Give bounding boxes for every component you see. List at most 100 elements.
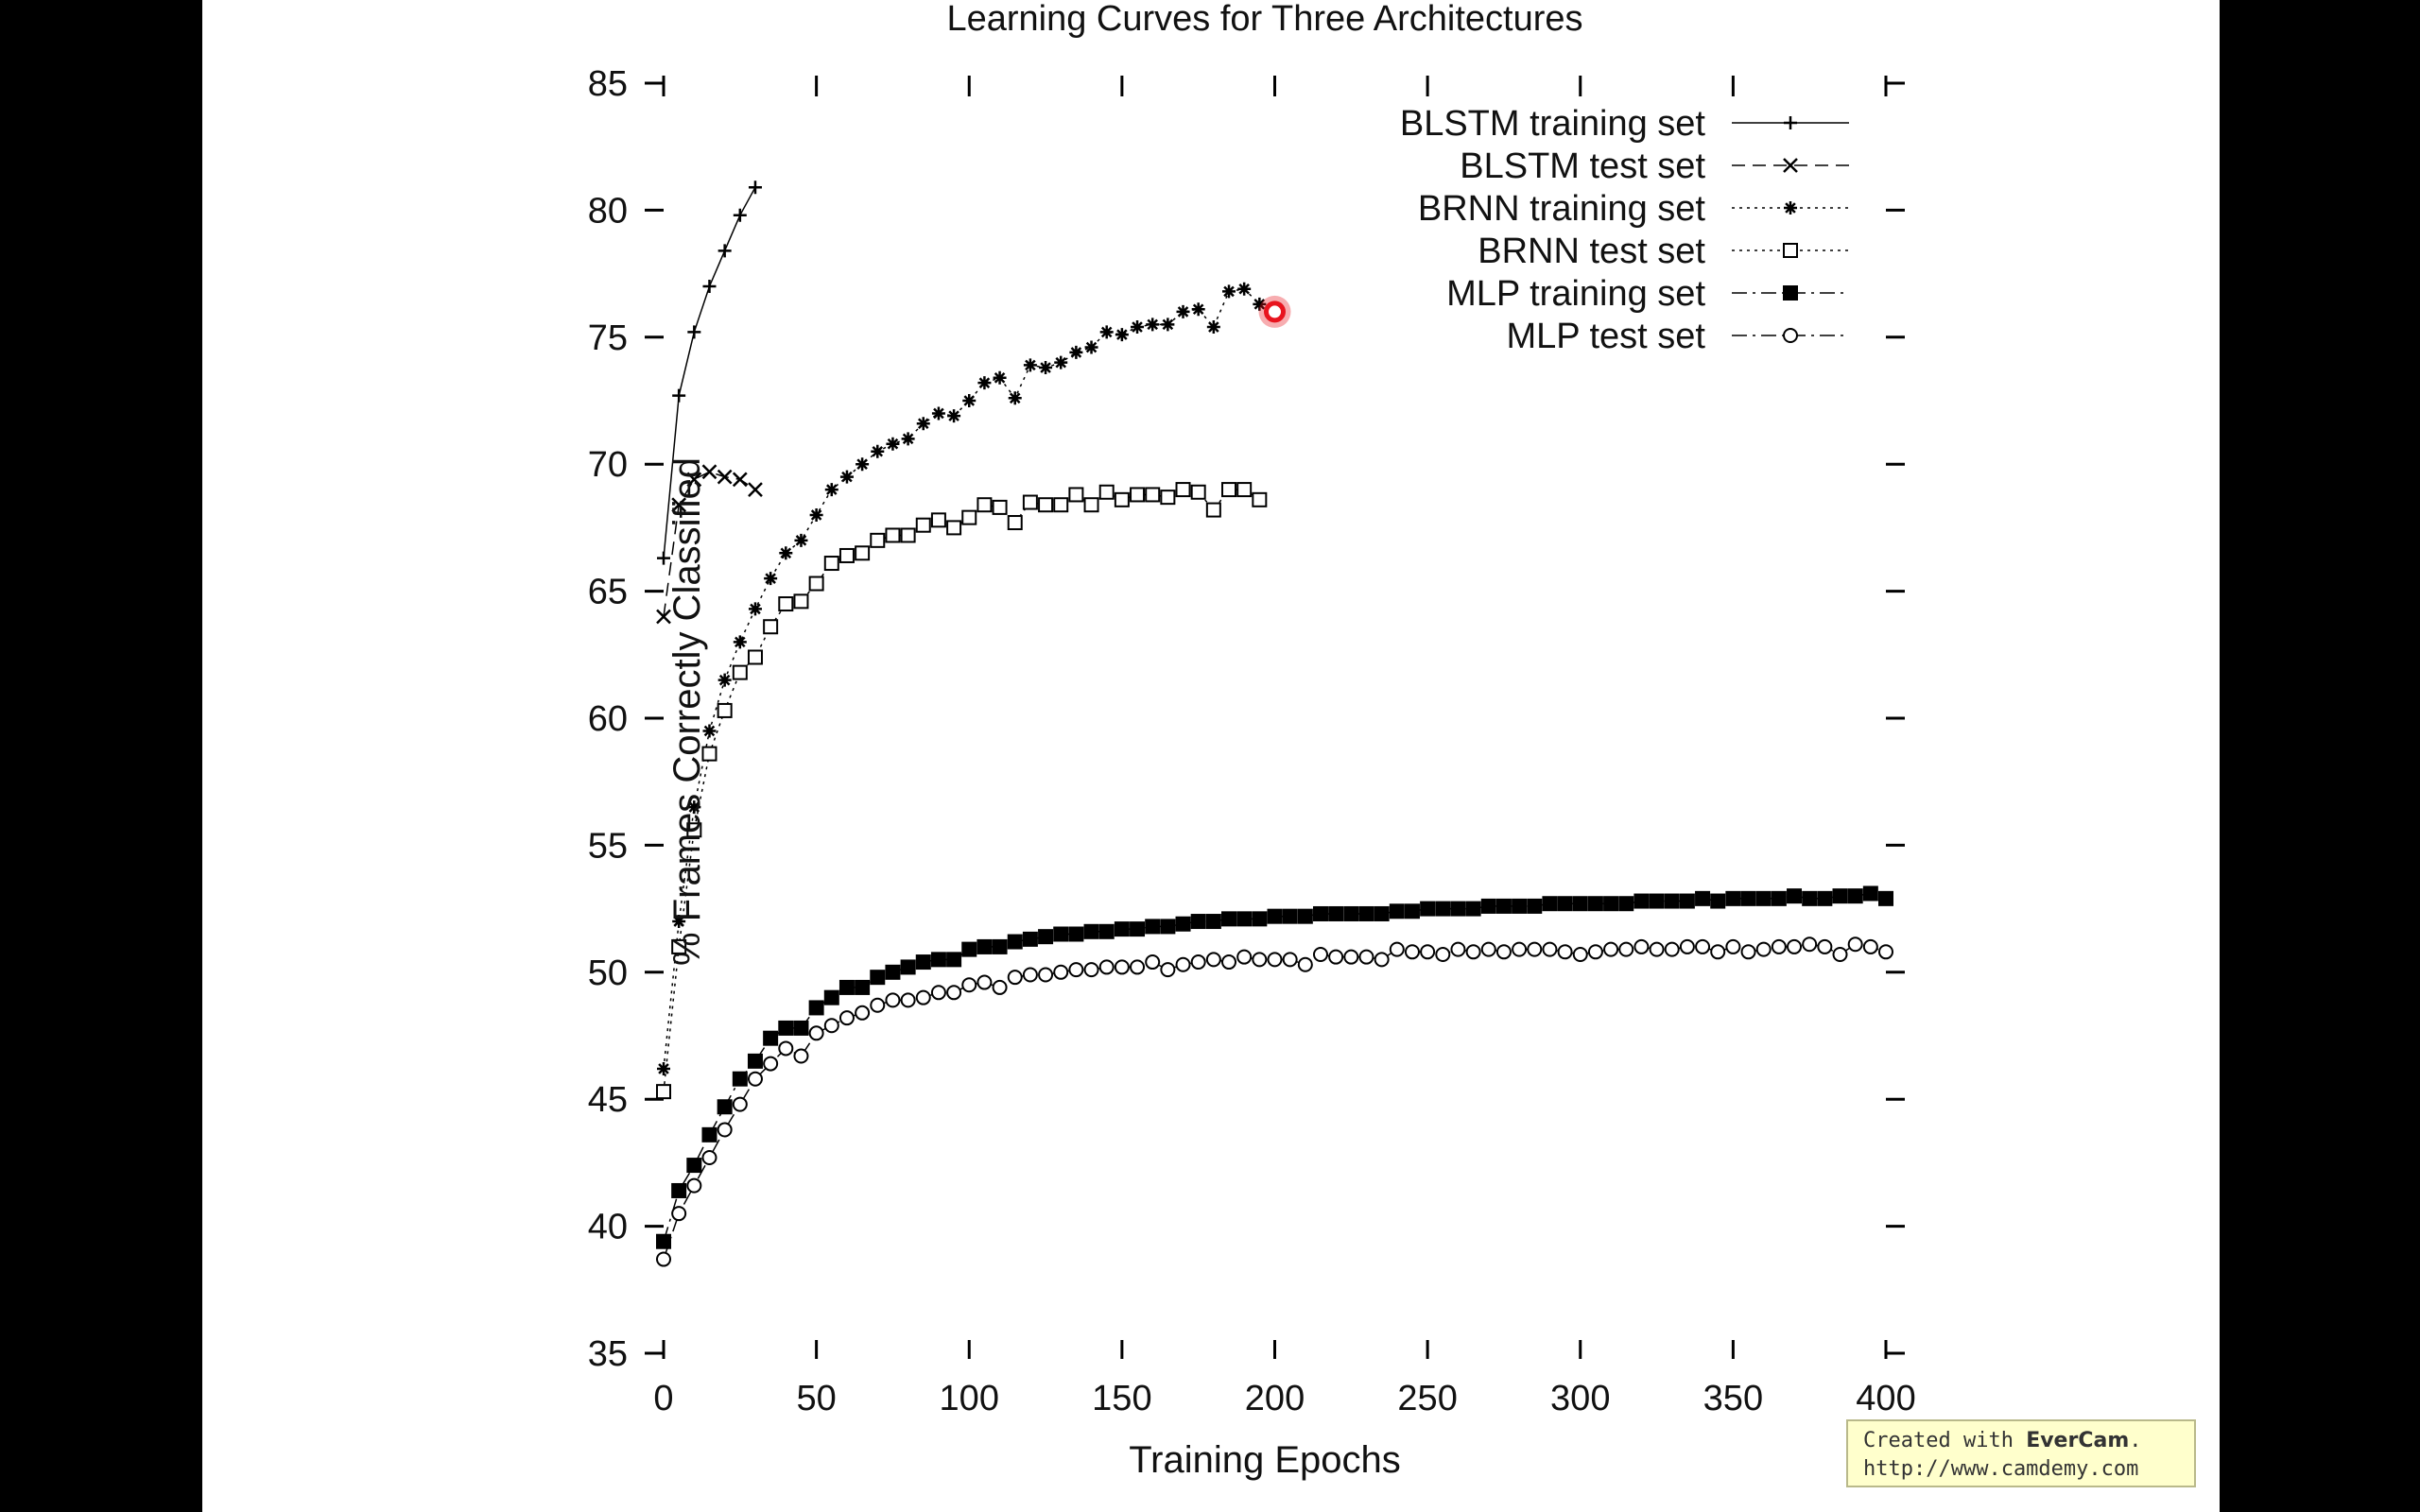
data-point — [1343, 949, 1359, 965]
data-point — [1802, 936, 1818, 953]
data-point — [977, 376, 992, 390]
data-point — [1312, 905, 1328, 921]
data-point — [1007, 515, 1023, 531]
y-tick-label: 40 — [588, 1208, 628, 1247]
data-point — [900, 992, 916, 1008]
data-point — [686, 1177, 702, 1194]
data-point — [855, 1005, 871, 1021]
series-2 — [657, 282, 1267, 1075]
data-point — [808, 1025, 824, 1041]
data-point — [915, 989, 931, 1005]
data-point — [1098, 959, 1115, 975]
data-point — [1542, 941, 1558, 957]
data-point — [886, 437, 900, 451]
data-point — [1161, 318, 1175, 332]
data-point — [1358, 949, 1374, 965]
evercam-watermark[interactable]: Created with EverCam. http://www.camdemy… — [1846, 1419, 2196, 1487]
data-point — [823, 556, 839, 572]
data-point — [686, 472, 702, 488]
watermark-brand: EverCam — [2026, 1429, 2130, 1452]
watermark-suffix: . — [2129, 1429, 2142, 1452]
data-point — [1710, 893, 1726, 909]
data-point — [671, 1182, 687, 1198]
data-point — [717, 1099, 733, 1115]
data-point — [1222, 284, 1236, 299]
data-point — [1634, 938, 1650, 954]
data-point — [1374, 905, 1390, 921]
x-tick-label: 100 — [940, 1379, 999, 1418]
data-point — [1755, 941, 1772, 957]
data-point — [1649, 893, 1665, 909]
data-point — [1664, 941, 1680, 957]
data-point — [1236, 482, 1253, 498]
data-point — [993, 370, 1007, 385]
data-point — [1160, 919, 1176, 935]
legend-marker — [1784, 116, 1797, 129]
data-point — [1435, 901, 1451, 917]
data-point — [1190, 954, 1206, 971]
data-point — [946, 985, 962, 1001]
data-point — [885, 992, 901, 1008]
data-point — [1252, 491, 1268, 507]
data-point — [1069, 345, 1083, 359]
data-point — [1312, 946, 1328, 962]
data-point — [1221, 482, 1237, 498]
data-point — [1817, 890, 1833, 906]
series-line — [663, 287, 1260, 1069]
data-point — [717, 244, 732, 258]
data-point — [1404, 903, 1420, 919]
data-point — [763, 1030, 779, 1046]
data-point — [1191, 302, 1205, 317]
data-point — [1252, 911, 1268, 927]
data-point — [1740, 944, 1756, 960]
data-point — [824, 483, 838, 497]
data-point — [808, 576, 824, 592]
data-point — [1221, 954, 1237, 971]
data-point — [931, 406, 945, 421]
data-point — [930, 512, 946, 528]
data-point — [1450, 941, 1466, 957]
data-point — [809, 507, 823, 522]
data-point — [977, 974, 993, 990]
data-point — [701, 1150, 717, 1166]
data-point — [717, 1122, 733, 1138]
data-point — [839, 470, 854, 484]
data-point — [1130, 487, 1146, 503]
data-point — [1053, 926, 1069, 942]
data-point — [1053, 964, 1069, 980]
data-point — [701, 746, 717, 762]
data-point — [992, 499, 1008, 515]
data-point — [838, 547, 855, 563]
data-point — [701, 464, 717, 480]
data-point — [823, 989, 839, 1005]
data-point — [1115, 328, 1129, 342]
legend-label: MLP training set — [1446, 274, 1705, 314]
y-tick-label: 85 — [588, 64, 628, 104]
data-point — [794, 533, 808, 547]
y-tick-label: 70 — [588, 445, 628, 485]
data-point — [1083, 962, 1099, 978]
x-tick-label: 300 — [1550, 1379, 1610, 1418]
data-point — [1465, 944, 1481, 960]
y-tick-label: 60 — [588, 699, 628, 739]
data-point — [1695, 890, 1711, 906]
data-point — [1771, 938, 1787, 954]
series-3 — [656, 482, 1268, 1100]
data-point — [885, 527, 901, 543]
data-point — [1022, 967, 1038, 983]
data-point — [1267, 952, 1283, 968]
legend-marker — [1783, 158, 1798, 173]
x-tick-label: 350 — [1703, 1379, 1763, 1418]
data-point — [1130, 959, 1146, 975]
legend-marker — [1784, 201, 1797, 215]
data-point — [1832, 946, 1848, 962]
data-point — [1114, 959, 1130, 975]
data-point — [1679, 938, 1695, 954]
data-point — [1160, 962, 1176, 978]
data-point — [1557, 896, 1573, 912]
y-tick-label: 80 — [588, 191, 628, 231]
data-point — [1175, 482, 1191, 498]
y-tick-label: 65 — [588, 573, 628, 612]
data-point — [1328, 949, 1344, 965]
legend-label: BLSTM training set — [1400, 104, 1706, 144]
